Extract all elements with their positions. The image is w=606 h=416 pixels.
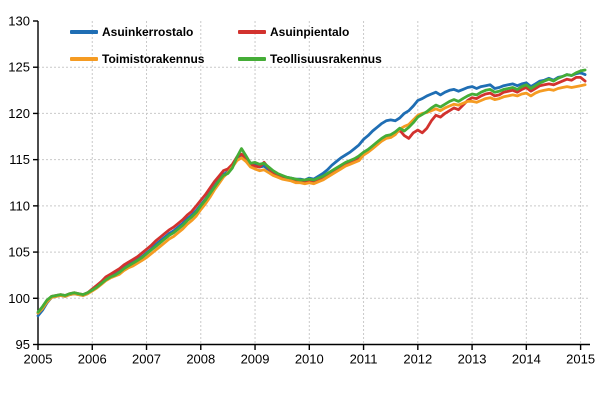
y-tick-label: 115	[9, 152, 30, 167]
x-tick-label: 2008	[186, 352, 215, 367]
x-tick-label: 2005	[24, 352, 53, 367]
x-tick-label: 2013	[458, 352, 487, 367]
y-tick-label: 125	[8, 60, 30, 75]
x-tick-label: 2006	[78, 352, 107, 367]
y-tick-label: 105	[8, 245, 30, 260]
x-tick-label: 2010	[295, 352, 324, 367]
y-tick-label: 130	[8, 14, 30, 29]
x-tick-label: 2011	[350, 352, 378, 367]
series-line-teollisuusrakennus	[36, 68, 587, 314]
y-tick-label: 100	[8, 291, 30, 306]
x-tick-label: 2007	[132, 352, 161, 367]
series-line-asuinpientalo	[36, 76, 587, 315]
x-tick-label: 2012	[403, 352, 432, 367]
x-tick-label: 2014	[512, 352, 541, 367]
series-line-toimistorakennus	[36, 83, 587, 315]
y-tick-label: 120	[8, 106, 30, 121]
y-tick-label: 110	[9, 198, 30, 213]
y-tick-label: 95	[16, 337, 30, 352]
x-tick-label: 2015	[566, 352, 595, 367]
series-line-asuinkerrostalo	[36, 71, 587, 318]
x-tick-label: 2009	[241, 352, 270, 367]
